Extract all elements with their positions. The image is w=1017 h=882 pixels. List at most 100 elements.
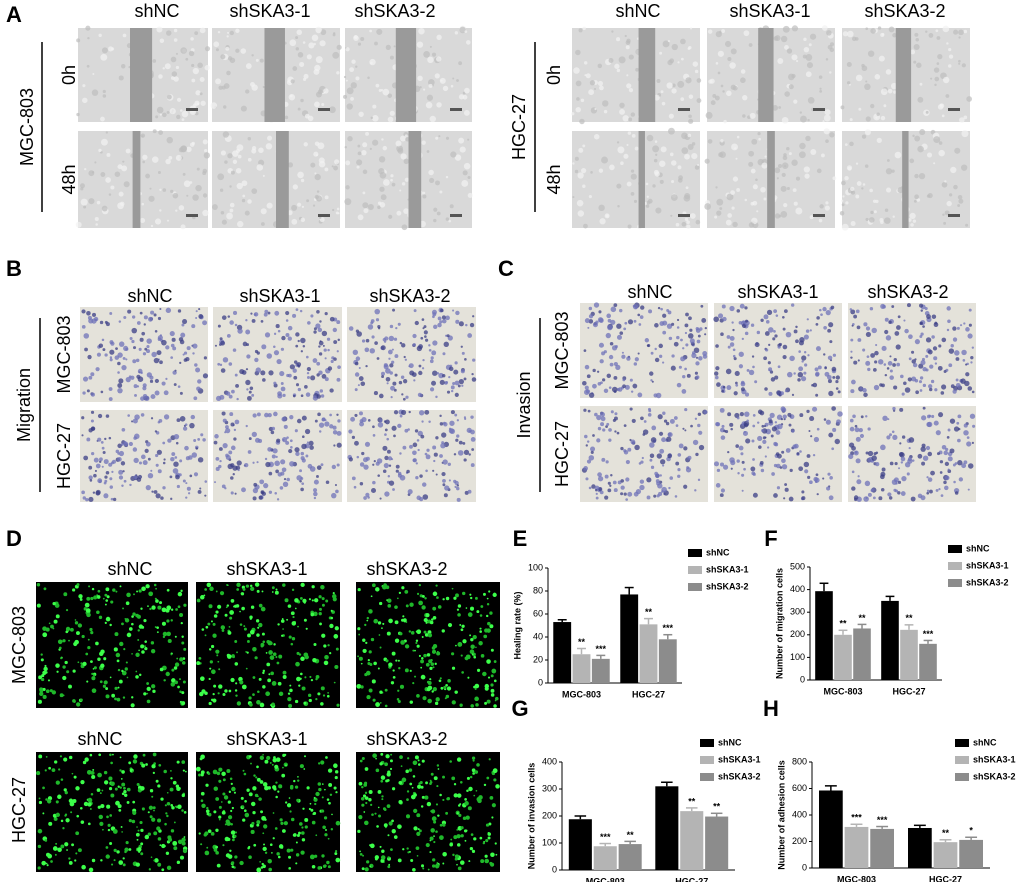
cell [616,183,622,189]
cell [435,56,442,62]
cell [723,464,729,470]
cell [453,596,457,600]
cell [739,303,745,309]
cell [755,178,758,182]
cell [713,461,720,467]
cell [758,445,762,449]
cell [610,319,616,325]
cell [183,180,191,188]
cell [45,862,48,865]
cell [849,308,853,311]
cell [145,441,151,447]
cell [863,392,868,398]
cell [183,603,187,607]
cell [450,838,453,841]
cell [250,829,255,835]
cell [798,366,804,372]
cell [431,380,437,386]
cell [654,323,659,328]
cell [741,489,744,492]
cell [789,355,795,362]
cell [234,662,239,666]
cell [928,384,933,389]
cell [150,856,153,858]
cell [457,866,462,871]
cell [725,219,732,226]
cell [684,407,688,412]
cell [622,378,626,382]
cell [968,323,972,327]
cell [372,753,377,758]
cell [922,406,926,410]
cell [36,603,41,608]
cell [117,387,123,394]
cell [933,356,938,361]
cell [870,28,876,34]
cell [103,459,109,465]
cell [456,834,461,839]
cell [900,456,906,462]
cell [209,667,212,670]
cell [289,39,297,47]
cell [914,32,919,37]
cell [256,820,261,825]
cell [597,80,604,87]
cell [849,418,854,423]
cell [165,608,170,613]
cell [176,418,181,423]
cell [114,787,118,791]
cell [318,430,322,433]
cell [318,157,325,164]
cell [880,303,886,309]
cell [856,479,862,485]
cell [867,492,872,497]
cell [134,393,137,397]
cell [825,419,831,425]
cell [850,186,855,192]
cell [666,309,670,312]
cell [435,584,438,587]
cell [603,350,607,354]
cell [714,375,719,380]
cell [749,112,756,119]
cell [165,851,170,855]
scale-bar [318,108,330,111]
cell [797,371,804,378]
cell [668,486,671,490]
cell [683,484,688,489]
cell [488,822,492,826]
cell [806,409,810,414]
cell [288,866,292,870]
cell [692,61,699,67]
cell [858,427,863,433]
cell [314,101,320,108]
cell [867,367,871,372]
cell [432,591,438,597]
cell [364,867,369,872]
cell [309,675,312,678]
cell [880,471,886,477]
cell [75,221,82,228]
cell [381,627,383,629]
cell [875,116,878,119]
cell [432,469,435,472]
cell [100,441,104,444]
cell [873,384,880,391]
cell [271,426,276,431]
image-bg [196,752,340,872]
cell [834,438,840,445]
cell [371,679,376,684]
cell [861,65,868,72]
cell [933,162,936,165]
cell [939,471,943,474]
cell [626,83,632,89]
cell [40,658,44,662]
cell [135,358,140,363]
cell [314,172,317,175]
y-axis-label: Number of migration cells [774,568,784,679]
cell [245,424,248,428]
cell [719,462,725,467]
cell [490,688,495,693]
cell [424,597,427,600]
cell [369,58,376,66]
